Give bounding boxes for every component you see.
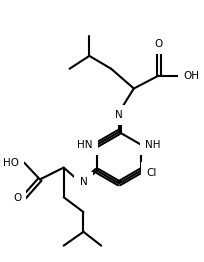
- Text: O: O: [13, 193, 21, 203]
- Text: HN: HN: [77, 140, 92, 150]
- Text: OH: OH: [182, 71, 198, 81]
- Text: HO: HO: [3, 158, 19, 168]
- Text: NH: NH: [144, 140, 160, 150]
- Text: N: N: [79, 177, 87, 187]
- Text: O: O: [154, 39, 162, 49]
- Text: N: N: [115, 110, 122, 120]
- Text: Cl: Cl: [145, 167, 156, 178]
